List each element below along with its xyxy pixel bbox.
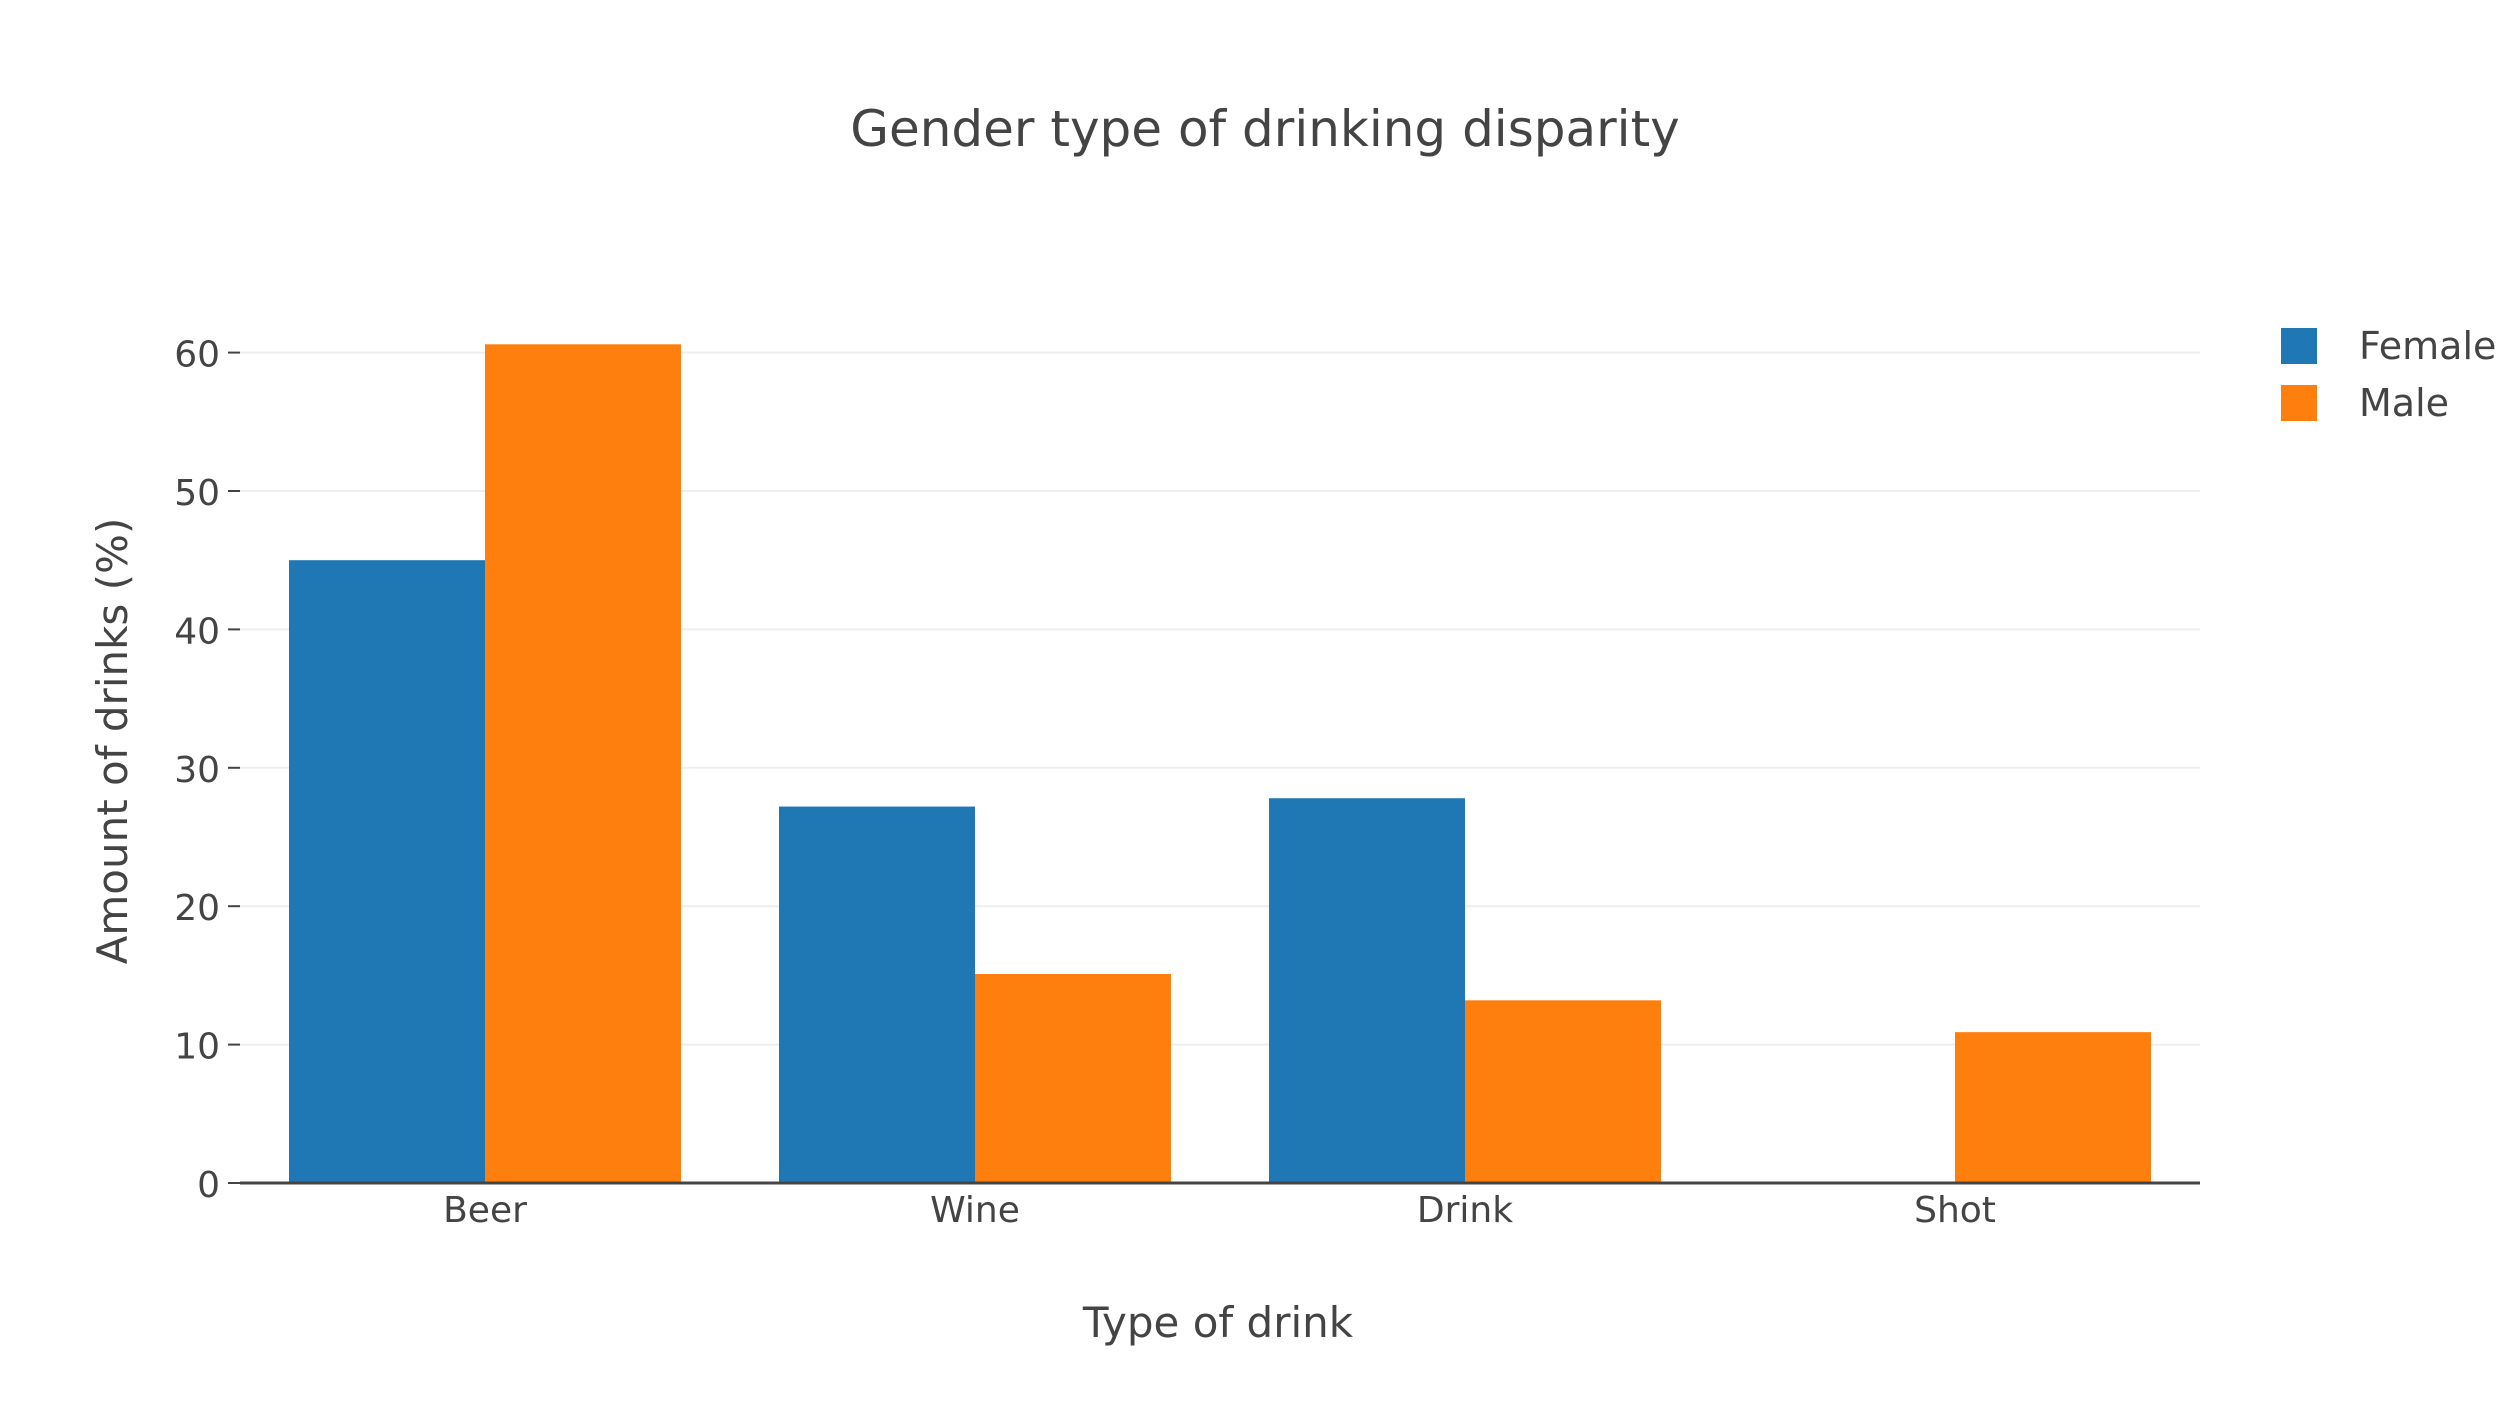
bar-female-drink [1269, 798, 1465, 1183]
bar-male-drink [1465, 1000, 1661, 1183]
legend-swatch-male [2281, 385, 2317, 421]
x-axis-title: Type of drink [1082, 1298, 1354, 1347]
y-tick-label: 60 [174, 335, 220, 376]
y-tick-label: 50 [174, 473, 220, 514]
bar-male-beer [485, 344, 681, 1183]
y-tick-label: 30 [174, 750, 220, 791]
chart-title: Gender type of drinking disparity [850, 100, 1680, 158]
legend-label-male: Male [2359, 381, 2449, 425]
bar-female-wine [779, 806, 975, 1183]
y-tick-label: 20 [174, 888, 220, 929]
legend-swatch-female [2281, 328, 2317, 364]
x-tick-label: Wine [930, 1190, 1020, 1231]
y-axis-title: Amount of drinks (%) [88, 518, 137, 965]
bar-male-shot [1955, 1032, 2151, 1183]
x-axis-ticks: Beer Wine Drink Shot [443, 1190, 1996, 1231]
y-tick-label: 40 [174, 611, 220, 652]
y-tick-label: 0 [197, 1165, 220, 1206]
x-tick-label: Beer [443, 1190, 527, 1231]
y-axis-ticks: 0 10 20 30 40 50 60 [174, 335, 240, 1206]
legend: Female Male [2281, 324, 2496, 425]
x-tick-label: Shot [1914, 1190, 1996, 1231]
y-tick-label: 10 [174, 1027, 220, 1068]
legend-label-female: Female [2359, 324, 2496, 368]
x-tick-label: Drink [1417, 1190, 1513, 1231]
bar-female-beer [289, 560, 485, 1183]
bar-male-wine [975, 974, 1171, 1183]
bars [289, 344, 2151, 1183]
